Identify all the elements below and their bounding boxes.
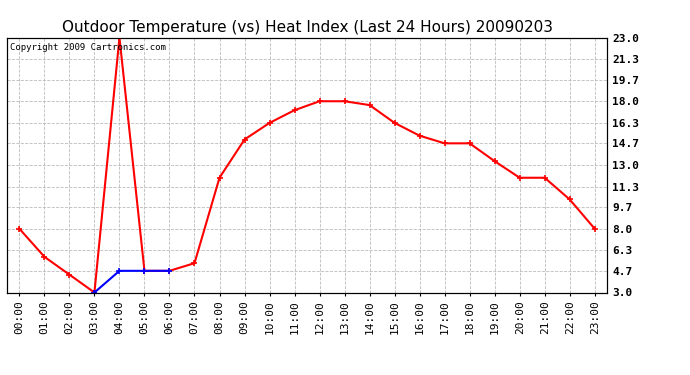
Text: Copyright 2009 Cartronics.com: Copyright 2009 Cartronics.com [10,43,166,52]
Title: Outdoor Temperature (vs) Heat Index (Last 24 Hours) 20090203: Outdoor Temperature (vs) Heat Index (Las… [61,20,553,35]
